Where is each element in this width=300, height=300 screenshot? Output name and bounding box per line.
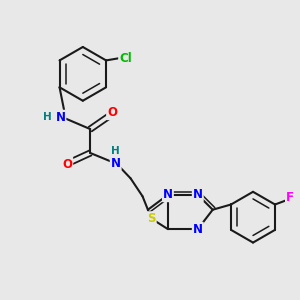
Text: Cl: Cl (119, 52, 132, 64)
Text: O: O (107, 106, 117, 119)
Text: N: N (193, 223, 203, 236)
Text: F: F (286, 191, 294, 204)
Text: N: N (163, 188, 173, 201)
Text: H: H (111, 146, 120, 156)
Text: O: O (62, 158, 72, 171)
Text: N: N (56, 111, 65, 124)
Text: N: N (111, 157, 121, 170)
Text: S: S (147, 212, 156, 225)
Text: N: N (193, 188, 203, 201)
Text: H: H (44, 112, 52, 122)
